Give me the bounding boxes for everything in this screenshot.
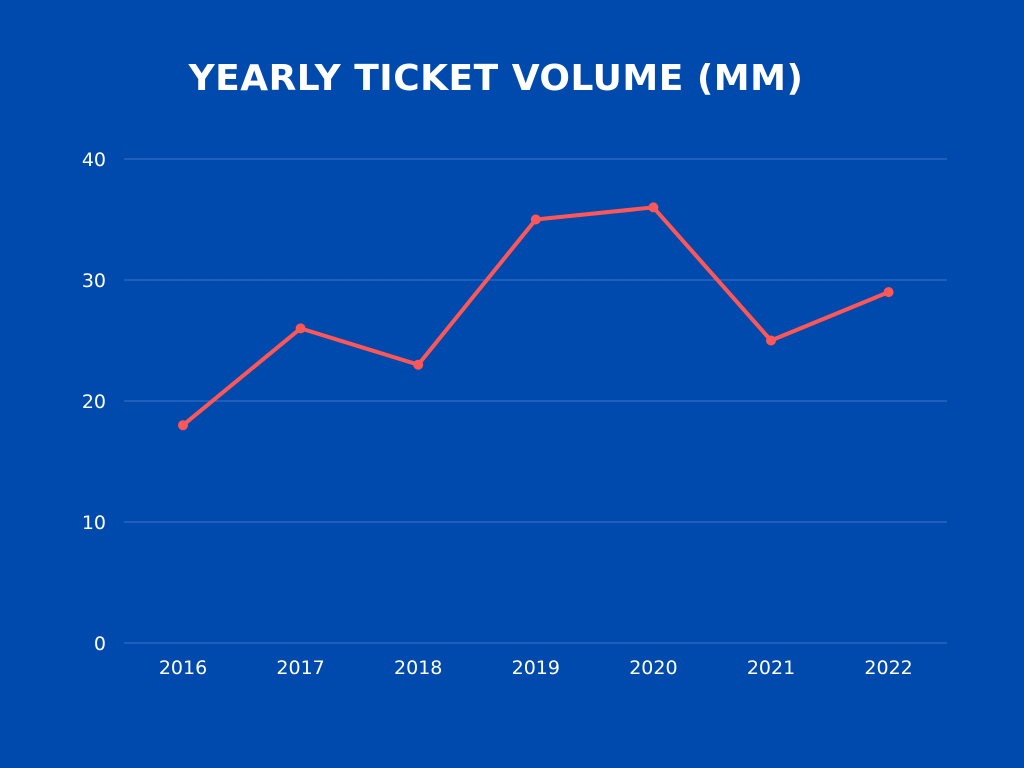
x-tick-label: 2020 xyxy=(629,657,677,679)
data-point xyxy=(295,323,306,334)
data-point xyxy=(530,214,541,225)
series-line xyxy=(181,205,891,428)
x-tick-label: 2019 xyxy=(512,657,560,679)
data-point xyxy=(178,420,188,431)
y-tick-label: 30 xyxy=(82,270,106,292)
x-axis-tick-labels: 2016 2017 2018 2019 2020 2021 2022 xyxy=(159,657,913,679)
chart-title: YEARLY TICKET VOLUME (MM) xyxy=(188,58,804,99)
gridlines xyxy=(124,158,947,644)
data-point xyxy=(413,359,424,370)
x-tick-label: 2022 xyxy=(864,657,912,679)
data-point xyxy=(883,287,894,298)
x-tick-label: 2017 xyxy=(276,657,324,679)
data-point xyxy=(648,202,659,213)
y-tick-label: 0 xyxy=(94,633,106,655)
data-point xyxy=(766,335,776,346)
x-tick-label: 2016 xyxy=(159,657,207,679)
y-tick-label: 20 xyxy=(82,391,106,413)
y-tick-label: 40 xyxy=(82,149,106,171)
series-layer xyxy=(178,202,894,431)
y-axis-tick-labels: 0 10 20 30 40 xyxy=(82,149,106,655)
x-tick-label: 2018 xyxy=(394,657,442,679)
x-tick-label: 2021 xyxy=(747,657,795,679)
y-tick-label: 10 xyxy=(82,512,106,534)
